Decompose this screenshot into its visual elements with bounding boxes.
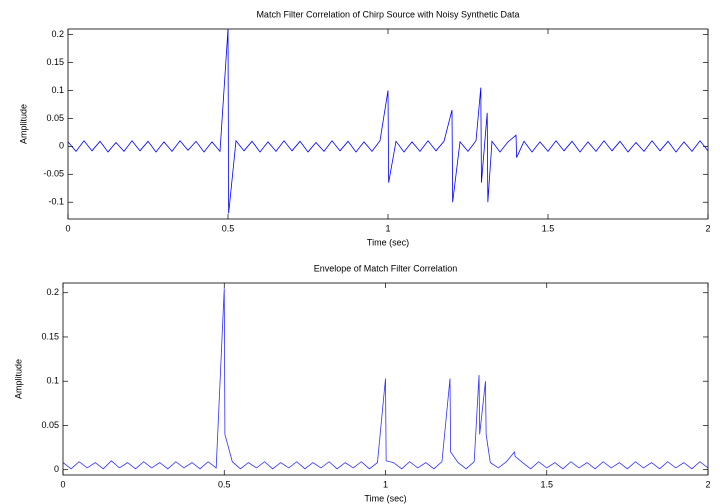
plot-frame [62,282,709,476]
y-tick-label: 0 [59,141,64,151]
x-axis-label: Time (sec) [367,237,409,247]
signal-line [67,28,709,214]
x-tick-label: 1 [383,479,388,489]
plot-frame [67,28,709,220]
x-tick-label: 0.5 [218,479,231,489]
y-tick-label: 0.15 [41,331,59,341]
x-tick-label: 1 [385,223,390,233]
y-tick-label: -0.1 [48,197,64,207]
y-tick-label: 0.05 [46,113,64,123]
y-tick-label: 0.05 [41,420,59,430]
x-tick-label: 0.5 [222,223,235,233]
y-tick-label: 0.2 [51,29,64,39]
x-tick-label: 2 [705,223,710,233]
y-tick-label: 0.2 [46,287,59,297]
chart-title: Match Filter Correlation of Chirp Source… [256,9,519,19]
y-tick-label: -0.05 [43,169,64,179]
signal-line [62,288,709,470]
chart-title: Envelope of Match Filter Correlation [314,263,458,273]
y-axis-label: Amplitude [13,359,23,399]
y-tick-label: 0.1 [51,85,64,95]
x-tick-label: 1.5 [542,223,555,233]
x-tick-label: 1.5 [540,479,553,489]
x-tick-label: 2 [705,479,710,489]
x-axis-label: Time (sec) [364,493,406,503]
x-tick-label: 0 [65,223,70,233]
y-axis-label: Amplitude [18,104,28,144]
y-tick-label: 0.15 [46,57,64,67]
x-tick-label: 0 [60,479,65,489]
y-tick-label: 0.1 [46,376,59,386]
y-tick-label: 0 [54,464,59,474]
